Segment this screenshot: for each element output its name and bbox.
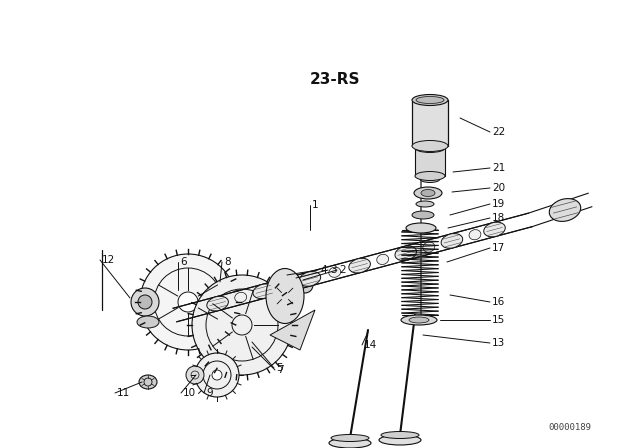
Ellipse shape — [441, 233, 463, 248]
Text: 12: 12 — [102, 255, 115, 265]
Ellipse shape — [137, 316, 159, 328]
Ellipse shape — [415, 172, 445, 181]
Ellipse shape — [329, 438, 371, 448]
Ellipse shape — [349, 258, 371, 273]
Bar — [412, 100, 448, 146]
Polygon shape — [173, 213, 532, 322]
Text: 13: 13 — [492, 338, 505, 348]
Text: 9: 9 — [206, 388, 212, 398]
Text: 6: 6 — [180, 257, 187, 267]
Ellipse shape — [412, 141, 448, 151]
Text: 8: 8 — [224, 257, 230, 267]
Text: 00000189: 00000189 — [548, 423, 591, 432]
Text: 16: 16 — [492, 297, 505, 307]
Ellipse shape — [406, 223, 436, 233]
Ellipse shape — [415, 143, 445, 152]
Circle shape — [297, 277, 313, 293]
Ellipse shape — [469, 230, 481, 240]
Bar — [415, 148, 445, 176]
Ellipse shape — [409, 317, 429, 323]
Text: 23-RS: 23-RS — [310, 73, 360, 87]
Ellipse shape — [412, 211, 434, 219]
Ellipse shape — [235, 293, 246, 302]
Ellipse shape — [131, 288, 159, 316]
Ellipse shape — [379, 435, 421, 445]
Text: 15: 15 — [492, 315, 505, 325]
Ellipse shape — [253, 284, 275, 298]
Ellipse shape — [139, 375, 157, 389]
Text: 14: 14 — [364, 340, 377, 350]
Ellipse shape — [414, 187, 442, 199]
Circle shape — [272, 283, 298, 309]
Ellipse shape — [331, 435, 369, 441]
Text: 11: 11 — [117, 388, 131, 398]
Ellipse shape — [395, 246, 417, 261]
Ellipse shape — [549, 198, 580, 221]
Text: 19: 19 — [492, 199, 505, 209]
Ellipse shape — [381, 431, 419, 439]
Circle shape — [192, 275, 292, 375]
Text: 5: 5 — [276, 363, 283, 373]
Ellipse shape — [329, 267, 340, 277]
Circle shape — [195, 353, 239, 397]
Ellipse shape — [416, 96, 444, 103]
Ellipse shape — [281, 280, 292, 290]
Ellipse shape — [207, 296, 228, 311]
Polygon shape — [270, 310, 315, 350]
Text: 2: 2 — [339, 265, 346, 275]
Ellipse shape — [420, 176, 440, 182]
Text: 22: 22 — [492, 127, 505, 137]
Ellipse shape — [186, 366, 204, 384]
Ellipse shape — [299, 271, 321, 286]
Ellipse shape — [266, 268, 304, 323]
Ellipse shape — [423, 242, 435, 252]
Ellipse shape — [412, 95, 448, 105]
Text: 21: 21 — [492, 163, 505, 173]
Text: 17: 17 — [492, 243, 505, 253]
Text: 7: 7 — [277, 365, 284, 375]
Ellipse shape — [416, 201, 434, 207]
Text: 20: 20 — [492, 183, 505, 193]
Circle shape — [178, 292, 198, 312]
Ellipse shape — [484, 222, 505, 237]
Text: 3: 3 — [330, 265, 337, 275]
Ellipse shape — [401, 315, 437, 325]
Ellipse shape — [138, 295, 152, 309]
Text: 10: 10 — [183, 388, 196, 398]
Text: 18: 18 — [492, 213, 505, 223]
Text: 1: 1 — [312, 200, 319, 210]
Circle shape — [212, 370, 222, 380]
Circle shape — [140, 254, 236, 350]
Ellipse shape — [421, 190, 435, 197]
Text: 4: 4 — [320, 265, 326, 275]
Ellipse shape — [377, 254, 388, 264]
